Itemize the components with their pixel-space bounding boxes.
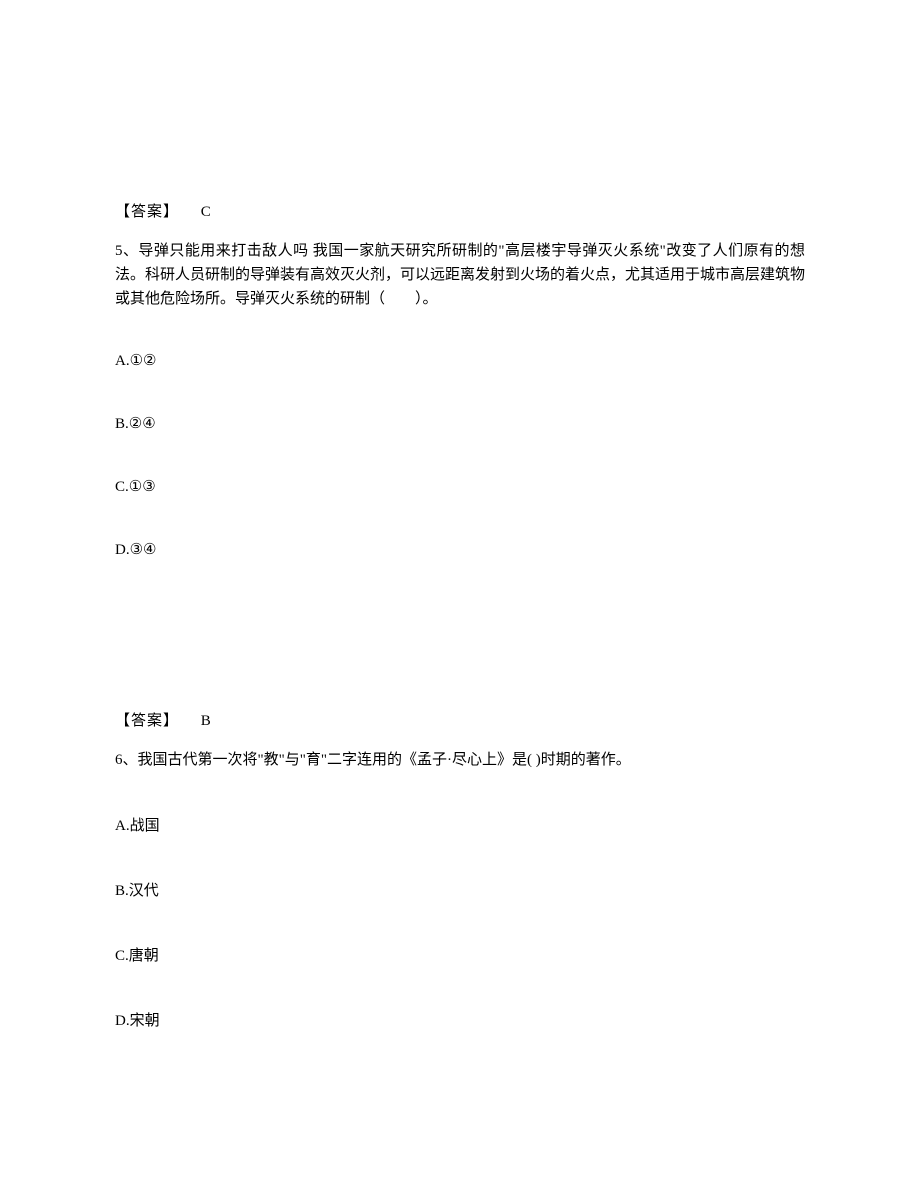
previous-answer-line: 【答案】 C xyxy=(115,200,805,221)
question-stem: 5、导弹只能用来打击敌人吗 我国一家航天研究所研制的"高层楼宇导弹灭火系统"改变… xyxy=(115,239,805,311)
option-b: B.②④ xyxy=(115,414,805,433)
answer-value: C xyxy=(201,204,211,220)
option-d: D.③④ xyxy=(115,540,805,559)
option-a: A.战国 xyxy=(115,814,805,835)
option-c: C.唐朝 xyxy=(115,944,805,965)
option-b: B.汉代 xyxy=(115,879,805,900)
option-a: A.①② xyxy=(115,351,805,370)
option-d: D.宋朝 xyxy=(115,1009,805,1030)
previous-answer-line: 【答案】 B xyxy=(115,709,805,730)
question-stem: 6、我国古代第一次将"教"与"育"二字连用的《孟子·尽心上》是( )时期的著作。 xyxy=(115,748,805,772)
answer-label: 【答案】 xyxy=(115,713,179,729)
answer-label: 【答案】 xyxy=(115,204,179,220)
answer-value: B xyxy=(201,713,211,729)
question-block-6: 【答案】 B 6、我国古代第一次将"教"与"育"二字连用的《孟子·尽心上》是( … xyxy=(115,709,805,1030)
option-c: C.①③ xyxy=(115,477,805,496)
question-block-5: 【答案】 C 5、导弹只能用来打击敌人吗 我国一家航天研究所研制的"高层楼宇导弹… xyxy=(115,200,805,559)
